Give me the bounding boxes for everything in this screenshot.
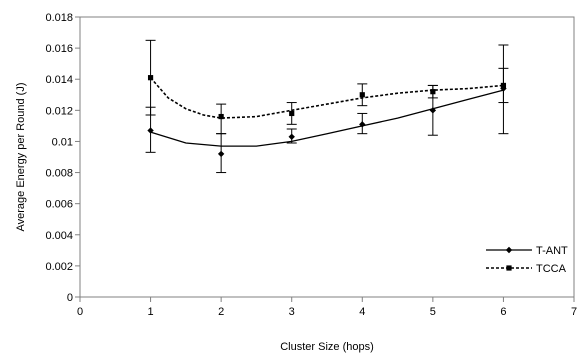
data-point-tcca [500,82,507,89]
legend-marker-t-ant [505,246,513,254]
data-point-t-ant [217,150,225,158]
series-t-ant [145,44,509,174]
x-tick-label: 0 [77,306,83,318]
data-point-t-ant [147,127,154,134]
y-tick-label: 0.014 [45,74,73,86]
data-point-t-ant [429,107,437,114]
x-axis: 0 1 2 3 4 5 6 7 [77,297,577,318]
series-layer [145,39,509,174]
x-tick-label: 4 [359,306,365,318]
data-point-t-ant [359,121,366,128]
legend-label-t-ant: T-ANT [536,245,568,257]
legend-marker-tcca [506,265,512,271]
legend-label-tcca: TCCA [536,263,567,275]
data-point-tcca [147,75,154,81]
data-point-tcca [218,113,224,120]
data-point-t-ant [288,133,295,140]
y-axis: 0 0.002 0.004 0.006 0.008 0.01 0.012 0.014 0.016… [45,12,80,304]
y-tick-label: 0.012 [45,105,73,117]
y-tick-label: 0.004 [45,230,73,242]
y-tick-label: 0.018 [45,12,73,24]
y-tick-label: 0 [67,292,73,304]
y-axis-title: Average Energy per Round (J) [15,83,27,232]
x-tick-label: 1 [148,306,154,318]
y-tick-label: 0.01 [52,136,73,148]
x-tick-label: 7 [571,306,577,318]
x-tick-label: 2 [218,306,224,318]
data-point-tcca [430,89,436,95]
x-tick-label: 3 [289,306,295,318]
x-axis-title: Cluster Size (hops) [280,341,374,353]
y-tick-label: 0.006 [45,199,73,211]
y-tick-label: 0.002 [45,261,73,273]
trend-line-t-ant [150,89,504,147]
series-tcca [145,39,509,135]
plot-area [79,16,575,298]
data-point-tcca [289,110,295,117]
x-tick-label: 6 [500,306,506,318]
x-tick-label: 5 [430,306,436,318]
y-tick-label: 0.016 [45,43,73,55]
y-tick-label: 0.008 [45,168,73,180]
data-point-tcca [359,92,365,98]
legend: T-ANT TCCA [486,245,568,275]
